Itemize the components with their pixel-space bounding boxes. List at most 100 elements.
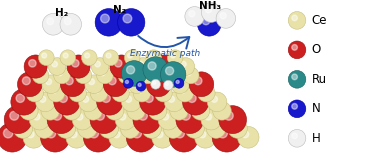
Circle shape	[183, 67, 199, 84]
Circle shape	[292, 74, 297, 80]
Circle shape	[42, 75, 60, 94]
Circle shape	[97, 67, 113, 84]
Circle shape	[186, 70, 191, 76]
Circle shape	[185, 7, 204, 26]
Circle shape	[69, 84, 86, 102]
Circle shape	[201, 88, 207, 93]
Circle shape	[3, 128, 13, 138]
Circle shape	[162, 113, 169, 120]
Circle shape	[118, 67, 135, 84]
FancyArrowPatch shape	[138, 36, 189, 49]
Circle shape	[53, 111, 62, 120]
Circle shape	[201, 109, 222, 130]
Circle shape	[102, 94, 110, 102]
Circle shape	[84, 101, 102, 120]
Circle shape	[33, 113, 40, 120]
Circle shape	[152, 126, 173, 148]
Circle shape	[115, 88, 121, 93]
Circle shape	[225, 111, 233, 120]
Circle shape	[146, 50, 161, 66]
Circle shape	[219, 106, 246, 134]
Circle shape	[88, 105, 93, 111]
Circle shape	[127, 53, 133, 58]
Circle shape	[185, 119, 204, 138]
Circle shape	[156, 131, 163, 138]
Circle shape	[90, 106, 118, 134]
Circle shape	[288, 100, 306, 118]
Circle shape	[60, 123, 66, 129]
Circle shape	[137, 88, 142, 93]
Circle shape	[242, 131, 249, 138]
Circle shape	[191, 101, 210, 120]
Circle shape	[133, 106, 161, 134]
Circle shape	[60, 13, 82, 35]
Circle shape	[115, 109, 136, 130]
Circle shape	[4, 106, 32, 134]
Circle shape	[95, 9, 122, 36]
Circle shape	[145, 94, 153, 102]
Circle shape	[26, 84, 43, 102]
Circle shape	[124, 78, 133, 88]
Circle shape	[198, 84, 215, 102]
Circle shape	[199, 131, 206, 138]
Circle shape	[47, 106, 75, 134]
Circle shape	[121, 92, 141, 112]
Circle shape	[132, 79, 138, 85]
Circle shape	[91, 58, 109, 75]
Circle shape	[205, 7, 212, 13]
Circle shape	[0, 123, 27, 152]
Circle shape	[90, 84, 108, 102]
Circle shape	[148, 101, 167, 120]
Circle shape	[64, 18, 71, 25]
Circle shape	[155, 84, 172, 102]
Circle shape	[143, 70, 148, 76]
Circle shape	[54, 89, 80, 115]
Circle shape	[77, 119, 97, 138]
Circle shape	[158, 60, 165, 67]
Circle shape	[292, 104, 297, 109]
Circle shape	[232, 123, 238, 129]
Circle shape	[54, 67, 70, 84]
Circle shape	[88, 79, 94, 85]
Circle shape	[195, 105, 201, 111]
Circle shape	[84, 123, 113, 152]
Circle shape	[189, 11, 195, 17]
Circle shape	[237, 126, 259, 148]
Circle shape	[63, 53, 68, 58]
Circle shape	[189, 123, 195, 129]
Circle shape	[161, 62, 186, 87]
Circle shape	[72, 109, 93, 130]
Text: O: O	[312, 43, 321, 56]
Text: Ru: Ru	[312, 73, 327, 86]
Circle shape	[216, 9, 235, 28]
Circle shape	[121, 119, 140, 138]
Circle shape	[47, 84, 65, 102]
Circle shape	[29, 60, 36, 67]
Text: NH₃: NH₃	[199, 1, 221, 11]
Text: H₂: H₂	[55, 7, 68, 18]
Circle shape	[40, 96, 46, 102]
Circle shape	[189, 72, 214, 97]
Circle shape	[51, 88, 56, 93]
Circle shape	[292, 44, 297, 50]
Circle shape	[180, 88, 185, 93]
Circle shape	[202, 17, 210, 25]
Circle shape	[24, 55, 47, 78]
Circle shape	[82, 123, 88, 129]
Circle shape	[288, 11, 306, 29]
Circle shape	[143, 57, 168, 82]
Circle shape	[206, 119, 226, 138]
Circle shape	[148, 62, 156, 70]
Circle shape	[166, 67, 174, 75]
Circle shape	[288, 41, 306, 59]
Circle shape	[188, 94, 196, 102]
Circle shape	[207, 92, 227, 112]
Text: N: N	[312, 102, 321, 115]
Circle shape	[151, 77, 159, 85]
Circle shape	[174, 79, 180, 85]
Circle shape	[36, 92, 55, 112]
Circle shape	[174, 105, 180, 111]
Circle shape	[158, 109, 178, 130]
Circle shape	[94, 88, 99, 93]
Circle shape	[70, 131, 77, 138]
